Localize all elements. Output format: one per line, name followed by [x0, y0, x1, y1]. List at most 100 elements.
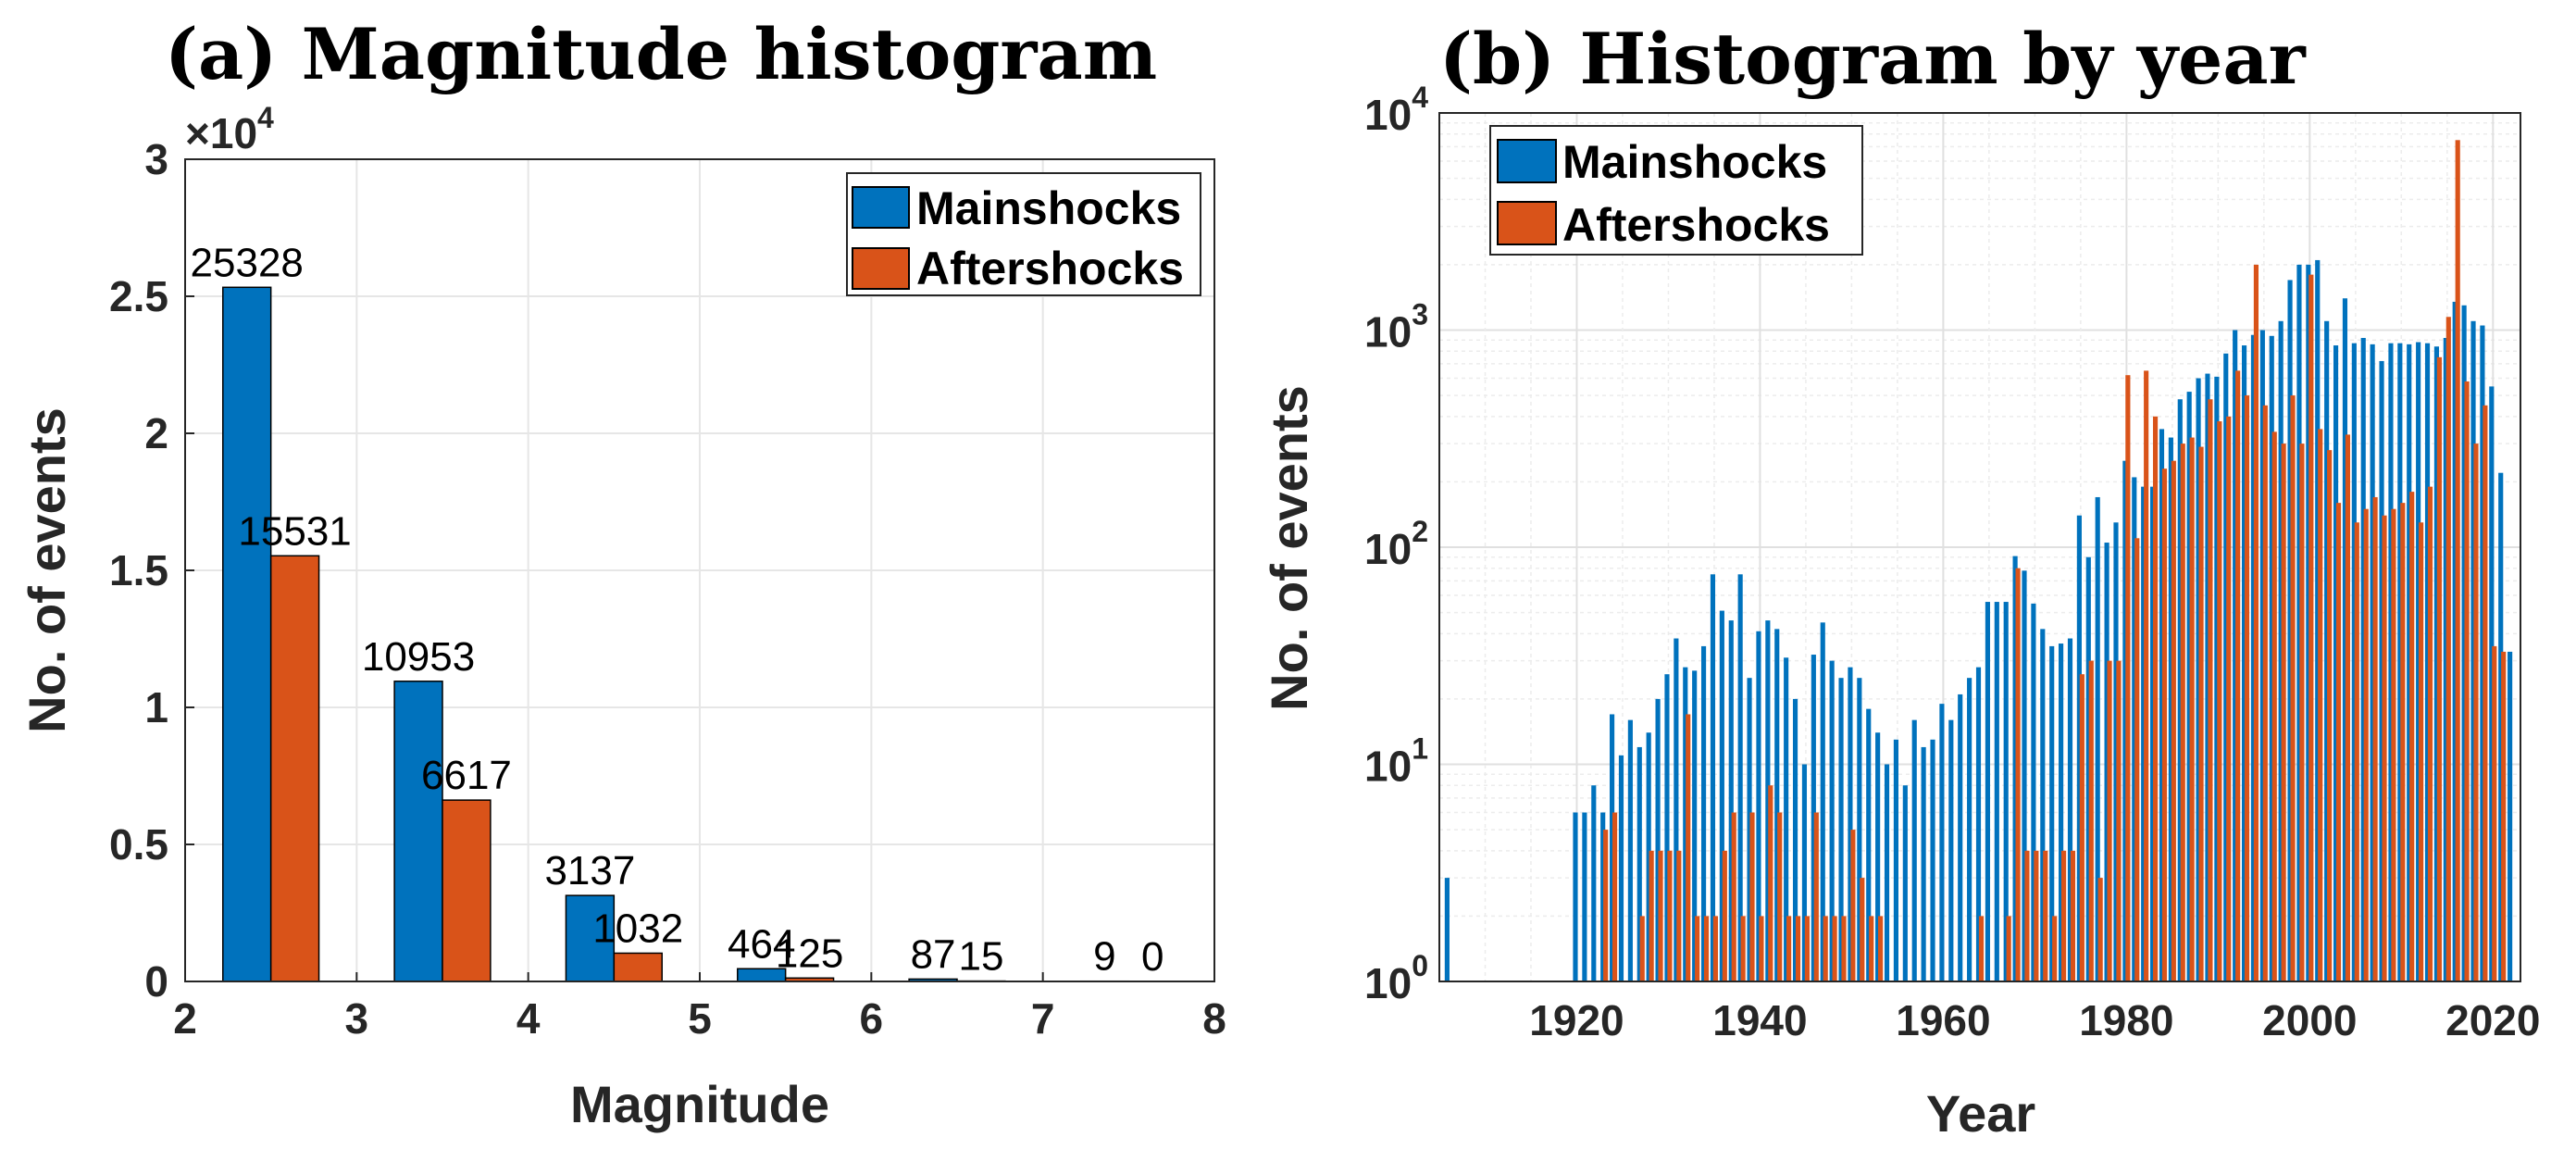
- y-tick-label: 0: [144, 957, 168, 1006]
- bar: [1994, 602, 1999, 981]
- panel-histogram-by-year: (b) Histogram by year 1920 1940 1960 1980 20…: [1260, 18, 2540, 1143]
- bar: [1686, 714, 1691, 981]
- bar: [1930, 739, 1935, 981]
- bar: [2370, 344, 2375, 981]
- bar: [2379, 360, 2384, 981]
- data-label: 464: [728, 921, 795, 967]
- x-tick-label: 2020: [2445, 996, 2540, 1044]
- x-tick-label: 1920: [1529, 996, 1624, 1044]
- bar: [2262, 405, 2268, 981]
- bar: [2116, 660, 2122, 981]
- bar: [2095, 496, 2100, 981]
- bar: [1875, 732, 1881, 981]
- bar: [1823, 916, 1828, 981]
- bar: [2144, 370, 2149, 981]
- y-tick-labels: 0 0.5 1 1.5 2 2.5 3: [109, 135, 168, 1006]
- bar: [1813, 812, 1819, 981]
- x-axis-label: Year: [1926, 1084, 2035, 1143]
- bar: [2132, 477, 2137, 981]
- bar: [1832, 916, 1837, 981]
- bar: [2024, 850, 2030, 981]
- bar: [1921, 746, 1926, 981]
- y-tick-label: 3: [144, 135, 168, 183]
- bar: [2241, 345, 2247, 981]
- bar: [1444, 878, 1450, 981]
- panel-magnitude-histogram: (a) Magnitude histogram 2532810953313746…: [18, 13, 1226, 1133]
- bar: [1841, 916, 1847, 981]
- bar: [2070, 850, 2076, 981]
- bar: [1646, 732, 1651, 981]
- bar: [2253, 264, 2259, 982]
- legend-label-aftershocks: Aftershocks: [916, 243, 1184, 294]
- bar: [2205, 373, 2210, 981]
- bar: [2233, 330, 2238, 981]
- y-tick-label: 103: [1364, 298, 1428, 356]
- bar: [1710, 574, 1716, 981]
- bar: [2315, 259, 2321, 981]
- bar: [1848, 667, 1853, 981]
- bar: [2483, 405, 2488, 981]
- bar: [1676, 850, 1682, 981]
- y-axis-label: No. of events: [18, 407, 76, 733]
- bar: [1722, 850, 1727, 981]
- bar: [2159, 429, 2165, 982]
- bar: [2299, 444, 2305, 981]
- legend-label-mainshocks: Mainshocks: [1562, 136, 1827, 188]
- legend-swatch-aftershocks: [1497, 201, 1557, 245]
- bar: [2049, 645, 2055, 981]
- y-tick-label: 1.5: [109, 546, 168, 594]
- y-tick-label: 102: [1364, 515, 1428, 573]
- bar: [2407, 344, 2412, 981]
- x-axis-label: Magnitude: [570, 1075, 829, 1133]
- y-axis-label: No. of events: [1260, 385, 1318, 711]
- bar: [2214, 376, 2220, 981]
- bar: [2480, 325, 2485, 981]
- bar: [1600, 812, 1606, 981]
- legend-label-aftershocks: Aftershocks: [1562, 199, 1830, 251]
- bar: [1978, 916, 1985, 981]
- x-tick-labels: 2 3 4 5 6 7 8: [173, 994, 1226, 1043]
- bar: [2244, 395, 2250, 981]
- bar: [2335, 503, 2342, 981]
- bar: [1975, 667, 1982, 981]
- bar: [2122, 460, 2128, 981]
- bar: [2345, 434, 2350, 982]
- x-tick-label: 1940: [1712, 996, 1807, 1044]
- bar: [1756, 631, 1761, 981]
- bar: [2085, 556, 2091, 981]
- x-tick-label: 6: [860, 994, 884, 1043]
- bar: [1801, 764, 1808, 981]
- bar: [1692, 670, 1698, 981]
- bar: [2022, 570, 2027, 981]
- bar: [2006, 916, 2011, 981]
- bar: [2354, 522, 2359, 981]
- data-label: 1032: [592, 906, 683, 951]
- x-tick-label: 1960: [1896, 996, 1990, 1044]
- bar: [2134, 538, 2140, 981]
- bar: [222, 286, 272, 982]
- data-label: 3137: [544, 848, 635, 893]
- bar: [2079, 674, 2084, 981]
- bar: [2455, 140, 2460, 982]
- bar: [2461, 305, 2467, 981]
- bar: [2235, 370, 2241, 981]
- bar: [1768, 785, 1773, 981]
- bar: [1911, 719, 1917, 981]
- bar: [1777, 812, 1783, 981]
- x-tick-label: 3: [345, 994, 369, 1043]
- bar: [1786, 916, 1792, 981]
- bar: [2424, 343, 2431, 981]
- bar: [2287, 280, 2293, 981]
- bar: [2104, 543, 2109, 981]
- bar: [2012, 556, 2018, 981]
- bar: [1582, 812, 1587, 981]
- bar: [2416, 342, 2421, 981]
- bar: [2223, 353, 2229, 981]
- chart-title: (b) Histogram by year: [1439, 18, 2307, 100]
- bar: [1731, 812, 1736, 981]
- bar: [2076, 515, 2082, 981]
- data-label: 125: [776, 931, 843, 976]
- data-label: 15: [958, 934, 1003, 980]
- bar: [2372, 496, 2378, 981]
- bar: [2308, 274, 2314, 981]
